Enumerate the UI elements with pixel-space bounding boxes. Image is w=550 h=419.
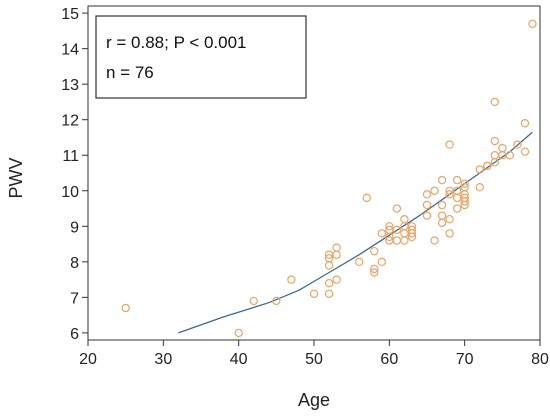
- y-tick-label: 9: [70, 219, 79, 236]
- data-point: [483, 161, 492, 171]
- data-point: [528, 19, 537, 28]
- data-point: [234, 328, 243, 338]
- data-point: [452, 204, 462, 213]
- regression-line: [178, 131, 533, 334]
- x-tick-label: 50: [305, 351, 323, 368]
- data-point: [370, 268, 379, 277]
- data-point: [362, 193, 371, 203]
- stats-box-border: [95, 15, 307, 99]
- y-tick-label: 15: [61, 6, 79, 23]
- x-axis-ticks: 20 30 40 50 60 70 80: [79, 340, 549, 368]
- data-point: [452, 186, 462, 195]
- plot-frame: [87, 5, 541, 341]
- data-point: [498, 143, 507, 153]
- data-point: [430, 236, 439, 245]
- data-point: [407, 225, 417, 235]
- data-point: [332, 275, 341, 284]
- data-point: [445, 140, 454, 149]
- data-point: [272, 296, 281, 306]
- data-point: [452, 193, 462, 203]
- y-tick-label: 7: [70, 290, 79, 307]
- data-point: [430, 186, 439, 195]
- data-point: [377, 229, 386, 238]
- x-tick-label: 20: [79, 351, 97, 368]
- data-point: [437, 211, 447, 220]
- y-tick-label: 11: [62, 148, 79, 165]
- data-point: [400, 236, 409, 245]
- data-point: [407, 222, 417, 231]
- regression-line-group: [178, 131, 533, 334]
- data-point: [505, 151, 515, 160]
- data-point: [460, 179, 469, 188]
- data-point: [445, 229, 454, 238]
- data-point: [324, 278, 334, 288]
- data-point: [324, 261, 334, 270]
- stats-annotation-box: r = 0.88; P < 0.001 n = 76: [95, 15, 307, 99]
- data-point: [287, 275, 296, 284]
- data-point: [249, 296, 258, 306]
- data-point: [332, 250, 341, 259]
- data-point: [445, 214, 454, 224]
- x-tick-label: 80: [531, 351, 549, 368]
- y-axis-ticks: 6 7 8 9 10 11 12 13 14 15: [61, 6, 88, 343]
- y-tick-label: 12: [61, 113, 79, 130]
- data-point: [370, 264, 379, 274]
- data-point: [475, 165, 484, 174]
- data-point: [370, 246, 379, 256]
- data-point: [475, 183, 484, 192]
- data-point: [437, 218, 447, 227]
- stats-n-text: n = 76: [106, 63, 154, 82]
- data-point: [377, 257, 386, 267]
- data-point: [332, 243, 341, 252]
- data-point: [422, 200, 432, 210]
- data-point: [392, 236, 402, 245]
- data-point: [422, 211, 432, 220]
- data-point: [324, 289, 334, 299]
- x-axis-title: Age: [298, 390, 330, 410]
- x-tick-label: 40: [230, 351, 248, 368]
- data-point: [324, 254, 334, 263]
- data-point: [520, 119, 530, 128]
- y-tick-label: 13: [61, 77, 79, 94]
- data-point: [385, 222, 394, 231]
- data-point: [422, 190, 432, 199]
- data-point: [400, 229, 409, 238]
- x-tick-label: 30: [154, 351, 172, 368]
- data-point: [355, 257, 364, 267]
- y-axis-title: PWV: [6, 157, 26, 198]
- data-point: [452, 175, 462, 185]
- data-point: [520, 147, 530, 156]
- y-tick-label: 10: [61, 184, 79, 201]
- data-points: [121, 19, 537, 338]
- data-point: [460, 193, 469, 203]
- data-point: [437, 175, 447, 185]
- y-tick-label: 6: [70, 326, 79, 343]
- data-point: [400, 214, 409, 224]
- x-tick-label: 60: [380, 351, 398, 368]
- data-point: [392, 225, 402, 235]
- data-point: [437, 200, 447, 210]
- data-point: [490, 136, 499, 146]
- y-tick-label: 14: [61, 42, 79, 59]
- data-point: [490, 97, 499, 107]
- data-point: [513, 140, 522, 149]
- data-point: [121, 303, 130, 313]
- data-point: [460, 183, 469, 192]
- data-point: [309, 289, 319, 299]
- data-point: [392, 204, 402, 213]
- data-point: [445, 190, 454, 199]
- data-point: [490, 151, 499, 160]
- stats-correlation-text: r = 0.88; P < 0.001: [106, 33, 247, 52]
- x-tick-label: 70: [456, 351, 474, 368]
- y-tick-label: 8: [70, 255, 79, 272]
